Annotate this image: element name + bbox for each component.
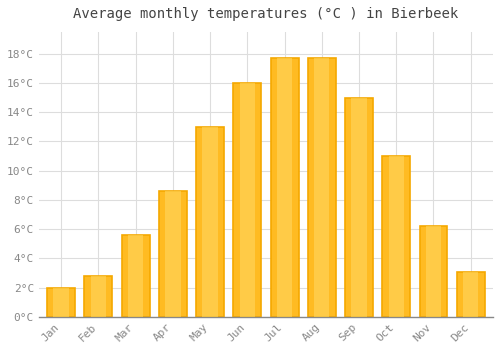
Bar <box>352 98 366 317</box>
Bar <box>90 276 106 317</box>
Bar <box>463 272 478 317</box>
Bar <box>308 58 336 317</box>
Bar <box>122 235 150 317</box>
Bar <box>426 226 441 317</box>
Bar <box>277 58 292 317</box>
Bar <box>202 127 218 317</box>
Bar <box>84 276 112 317</box>
Bar <box>234 83 262 317</box>
Bar <box>270 58 298 317</box>
Bar <box>128 235 144 317</box>
Title: Average monthly temperatures (°C ) in Bierbeek: Average monthly temperatures (°C ) in Bi… <box>74 7 458 21</box>
Bar <box>457 272 484 317</box>
Bar <box>345 98 373 317</box>
Bar <box>382 156 410 317</box>
Bar <box>314 58 330 317</box>
Bar <box>165 191 180 317</box>
Bar <box>159 191 187 317</box>
Bar <box>196 127 224 317</box>
Bar <box>47 288 75 317</box>
Bar <box>388 156 404 317</box>
Bar <box>54 288 69 317</box>
Bar <box>420 226 448 317</box>
Bar <box>240 83 255 317</box>
